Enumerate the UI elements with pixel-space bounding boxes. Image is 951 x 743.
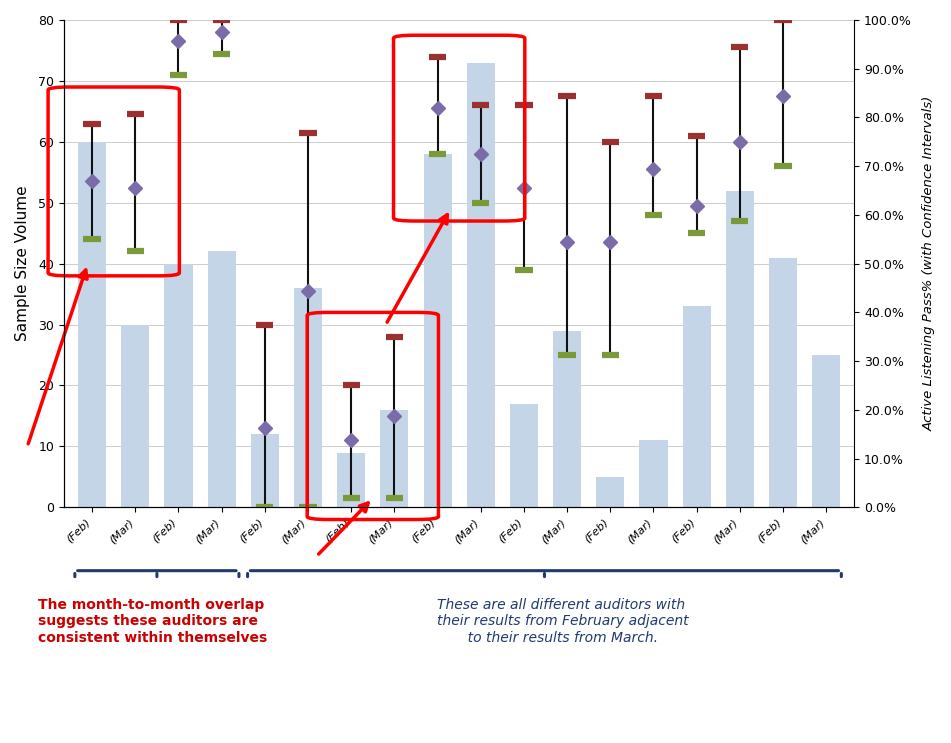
Bar: [812, 355, 841, 507]
Bar: [423, 154, 452, 507]
Bar: [207, 251, 236, 507]
Bar: [338, 452, 365, 507]
Bar: [769, 258, 797, 507]
Bar: [510, 403, 538, 507]
Bar: [639, 441, 668, 507]
Text: The month-to-month overlap
suggests these auditors are
consistent within themsel: The month-to-month overlap suggests thes…: [38, 598, 267, 644]
Bar: [294, 288, 322, 507]
Bar: [78, 142, 107, 507]
Bar: [553, 331, 581, 507]
Bar: [165, 264, 192, 507]
Y-axis label: Active Listening Pass% (with Confidence Intervals): Active Listening Pass% (with Confidence …: [923, 96, 936, 431]
Bar: [683, 306, 710, 507]
Bar: [467, 62, 495, 507]
Bar: [122, 325, 149, 507]
Bar: [380, 410, 408, 507]
Bar: [596, 477, 625, 507]
Bar: [726, 190, 754, 507]
Text: These are all different auditors with
their results from February adjacent
     : These are all different auditors with th…: [437, 598, 689, 644]
Y-axis label: Sample Size Volume: Sample Size Volume: [15, 186, 30, 342]
Bar: [251, 434, 279, 507]
